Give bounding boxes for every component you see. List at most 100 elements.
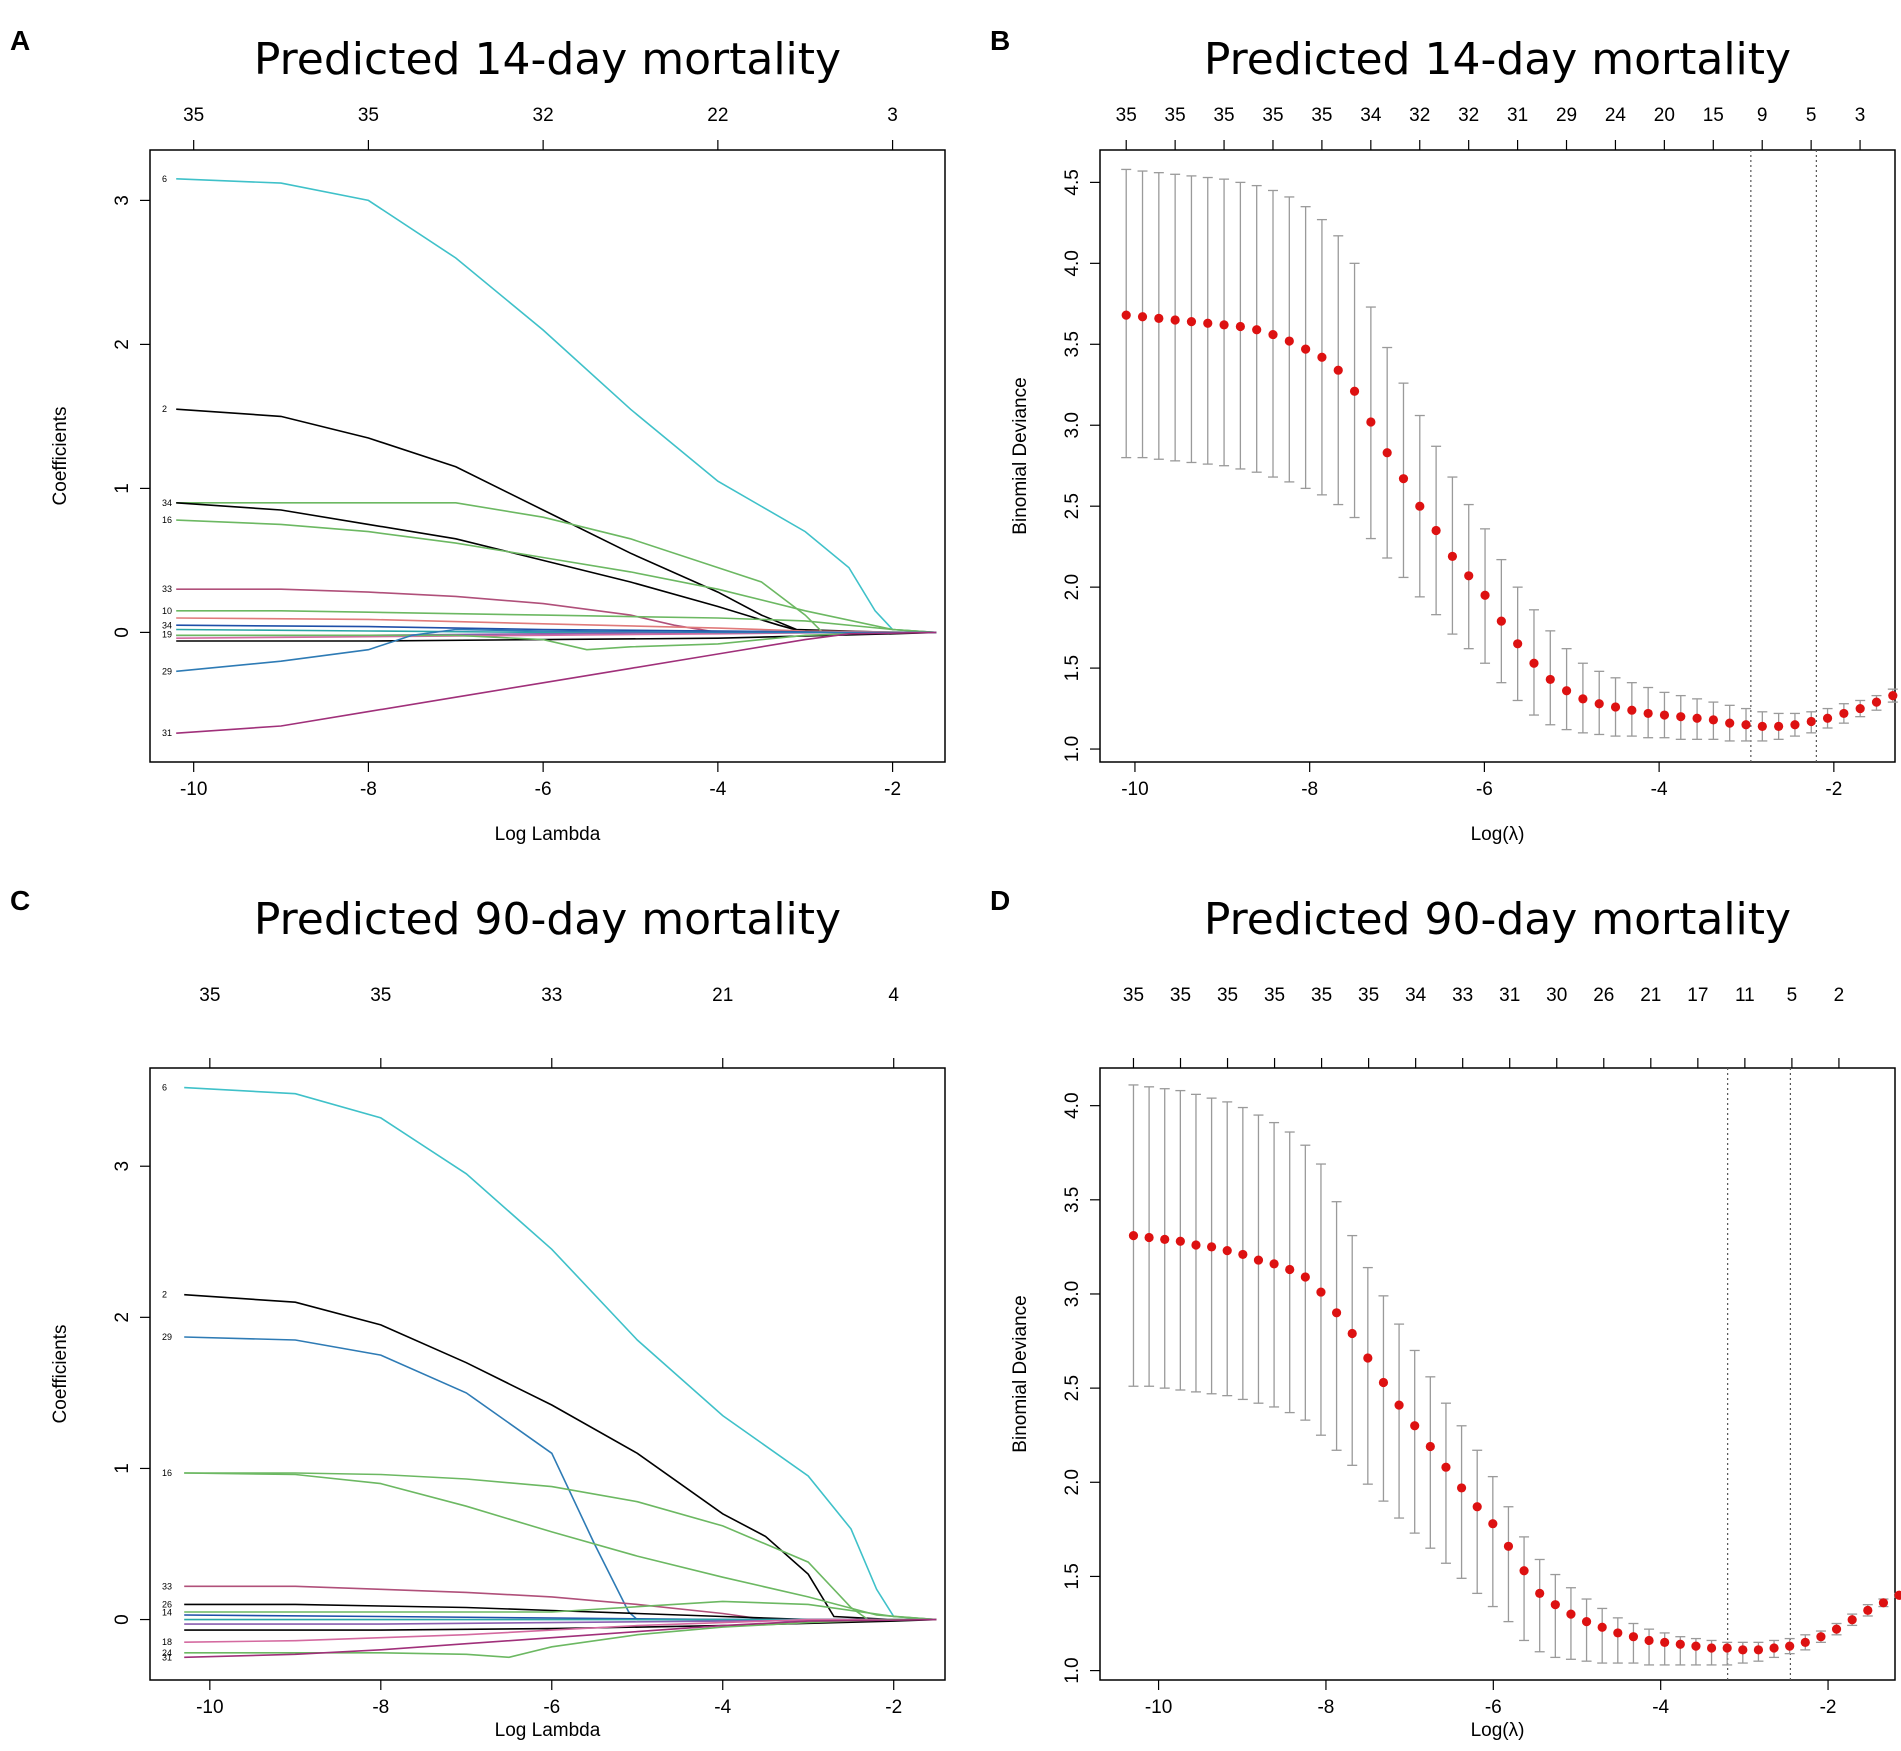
- deviance-point: [1675, 1639, 1685, 1649]
- top-axis-label: 4: [888, 985, 899, 1006]
- coefficient-path: [184, 1603, 937, 1621]
- deviance-point: [1415, 501, 1425, 511]
- deviance-point: [1888, 691, 1898, 701]
- deviance-point: [1610, 702, 1621, 712]
- top-axis-label: 29: [1556, 105, 1577, 126]
- coefficient-path: [184, 1472, 937, 1621]
- x-tick-label: -6: [1476, 779, 1493, 800]
- x-tick-label: -2: [1825, 779, 1842, 800]
- deviance-point: [1806, 716, 1816, 727]
- path-label: 10: [162, 606, 172, 616]
- y-tick-label: 3: [112, 1161, 133, 1172]
- x-tick-label: -4: [1652, 1697, 1669, 1718]
- deviance-point: [1628, 1632, 1639, 1642]
- deviance-point: [1708, 715, 1718, 725]
- path-label: 31: [162, 1652, 172, 1662]
- y-axis-label: Binomial Deviance: [1010, 377, 1031, 534]
- y-tick-label: 4.0: [1062, 250, 1083, 276]
- path-label: 34: [162, 498, 172, 508]
- x-tick-label: -10: [180, 779, 207, 800]
- top-axis-label: 31: [1499, 985, 1520, 1006]
- path-label: 31: [162, 728, 172, 738]
- x-tick-label: -10: [1121, 779, 1148, 800]
- deviance-point: [1235, 321, 1245, 332]
- coefficient-path: [176, 609, 937, 634]
- top-axis-label: 3: [1855, 105, 1866, 126]
- coefficient-path: [176, 178, 937, 634]
- top-axis-label: 35: [1311, 985, 1332, 1006]
- coefficient-path: [184, 1618, 937, 1631]
- path-label: 33: [162, 1581, 172, 1591]
- panel-a: A Predicted 14-day mortality -10 -8 -6 -4 -2 0 1…: [10, 25, 946, 845]
- plot-frame: [1099, 149, 1896, 763]
- deviance-point: [1154, 313, 1164, 323]
- y-tick-label: 3.0: [1062, 1281, 1083, 1307]
- deviance-point: [1855, 703, 1865, 714]
- top-axis-label: 9: [1757, 105, 1768, 126]
- deviance-point: [1219, 320, 1229, 330]
- chart-title: Predicted 14-day mortality: [1204, 34, 1791, 85]
- deviance-point: [1839, 708, 1849, 719]
- path-label: 6: [162, 174, 167, 184]
- y-tick-label: 3.5: [1062, 1187, 1083, 1213]
- top-axis-label: 24: [1605, 105, 1627, 126]
- deviance-point: [1175, 1236, 1185, 1246]
- coefficient-path: [184, 1293, 937, 1621]
- top-axis-label: 33: [541, 985, 562, 1006]
- deviance-point: [1741, 720, 1751, 730]
- deviance-point: [1410, 1421, 1420, 1431]
- x-tick-label: -8: [1301, 779, 1318, 800]
- deviance-point: [1676, 712, 1686, 722]
- panel-letter: A: [10, 25, 30, 56]
- deviance-point: [1660, 1637, 1670, 1647]
- chart-title: Predicted 90-day mortality: [1204, 894, 1791, 945]
- y-axis-label: Coefficients: [50, 1325, 71, 1424]
- deviance-point: [1301, 344, 1311, 354]
- deviance-point: [1284, 336, 1294, 346]
- deviance-point: [1206, 1242, 1217, 1252]
- top-axis-label: 33: [1452, 985, 1473, 1006]
- top-axis-label: 35: [1116, 105, 1137, 126]
- top-axis-label: 30: [1546, 985, 1567, 1006]
- deviance-point: [1692, 713, 1702, 723]
- deviance-point: [1431, 525, 1441, 536]
- x-tick-label: -4: [1651, 779, 1668, 800]
- panel-letter: C: [10, 885, 30, 916]
- deviance-point: [1121, 310, 1131, 320]
- coefficient-path: [176, 617, 937, 634]
- top-axis-label: 35: [1213, 105, 1234, 126]
- deviance-point: [1269, 1259, 1279, 1269]
- y-tick-label: 2.0: [1062, 574, 1083, 600]
- plot-frame: [1099, 1067, 1896, 1681]
- top-axis-label: 35: [370, 985, 391, 1006]
- deviance-point: [1822, 713, 1833, 723]
- top-axis-label: 35: [1264, 985, 1285, 1006]
- x-axis-label: Log Lambda: [495, 1720, 601, 1741]
- y-tick-label: 1: [112, 483, 133, 494]
- top-axis-label: 32: [1458, 105, 1479, 126]
- top-axis-label: 35: [358, 105, 379, 126]
- path-label: 18: [162, 1637, 172, 1647]
- deviance-point: [1753, 1645, 1764, 1655]
- coefficient-path: [176, 502, 937, 634]
- y-tick-label: 2.5: [1062, 493, 1083, 519]
- x-tick-label: -8: [372, 1697, 389, 1718]
- top-axis-label: 31: [1507, 105, 1528, 126]
- top-axis-label: 35: [1170, 985, 1191, 1006]
- y-tick-label: 2.0: [1062, 1469, 1083, 1495]
- deviance-point: [1578, 694, 1588, 704]
- plot-frame: [149, 1067, 946, 1681]
- chart-title: Predicted 14-day mortality: [254, 34, 841, 85]
- deviance-point: [1722, 1643, 1732, 1653]
- deviance-point: [1203, 318, 1213, 328]
- deviance-point: [1496, 616, 1506, 626]
- deviance-point: [1535, 1588, 1545, 1598]
- deviance-point: [1349, 386, 1360, 396]
- x-tick-label: -8: [360, 779, 377, 800]
- x-tick-label: -2: [885, 1697, 902, 1718]
- top-axis-label: 21: [712, 985, 733, 1006]
- x-tick-label: -10: [1145, 1697, 1172, 1718]
- deviance-point: [1725, 718, 1735, 728]
- top-axis-label: 26: [1593, 985, 1614, 1006]
- deviance-point: [1252, 325, 1262, 335]
